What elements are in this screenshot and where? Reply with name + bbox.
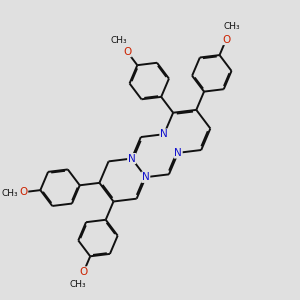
Text: N: N [174, 148, 182, 158]
Text: N: N [128, 154, 136, 164]
Text: N: N [160, 129, 168, 139]
Text: CH₃: CH₃ [223, 22, 240, 31]
Text: O: O [80, 267, 88, 277]
Text: O: O [222, 34, 230, 45]
Text: O: O [123, 47, 131, 57]
Text: N: N [128, 154, 136, 164]
Text: N: N [142, 172, 150, 182]
Text: CH₃: CH₃ [2, 189, 18, 198]
Text: N: N [174, 148, 182, 158]
Text: CH₃: CH₃ [70, 280, 86, 289]
Text: N: N [142, 172, 150, 182]
Text: CH₃: CH₃ [110, 36, 127, 45]
Text: N: N [160, 129, 168, 139]
Text: O: O [20, 187, 28, 197]
